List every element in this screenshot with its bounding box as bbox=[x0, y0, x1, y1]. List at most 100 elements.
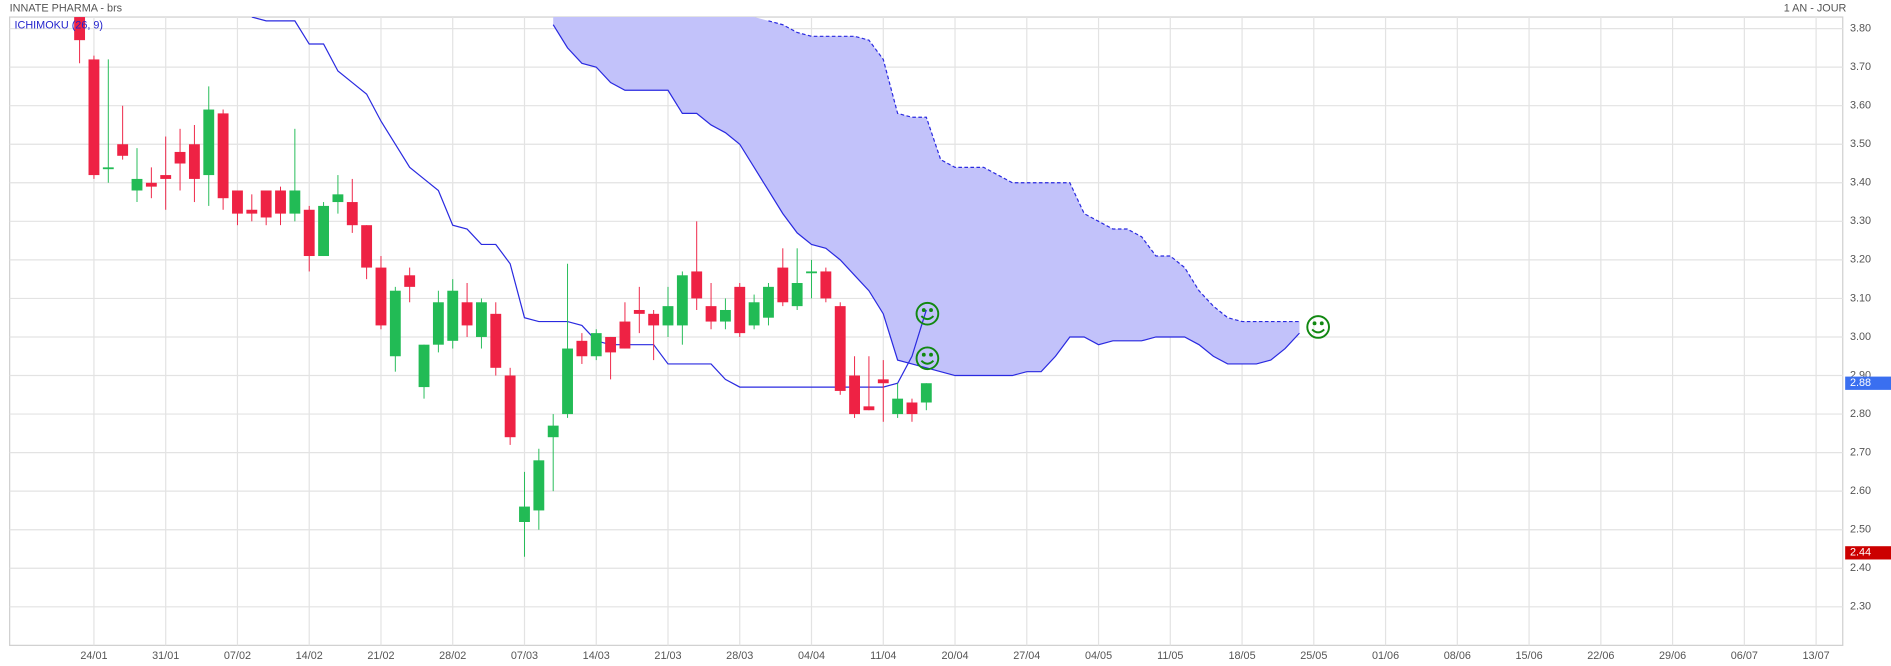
candle-body bbox=[404, 275, 416, 287]
y-tick-label: 3.70 bbox=[1850, 61, 1871, 73]
labels: 2.302.402.502.602.702.802.903.003.103.20… bbox=[80, 22, 1891, 662]
candle-body bbox=[145, 182, 157, 187]
candle-body bbox=[547, 425, 559, 438]
candle-body bbox=[863, 406, 875, 411]
indicator-lines bbox=[251, 17, 1300, 388]
candle-body bbox=[892, 398, 904, 415]
candle-body bbox=[576, 340, 588, 357]
y-tick-label: 2.30 bbox=[1850, 601, 1871, 613]
candle-body bbox=[820, 271, 832, 299]
x-tick-label: 24/01 bbox=[80, 650, 107, 662]
x-tick-label: 04/05 bbox=[1085, 650, 1112, 662]
cloud bbox=[553, 17, 1300, 376]
candle-body bbox=[605, 336, 617, 353]
candle-body bbox=[289, 190, 301, 214]
candle-body bbox=[160, 175, 172, 179]
y-tick-label: 2.40 bbox=[1850, 562, 1871, 574]
y-tick-label: 3.30 bbox=[1850, 215, 1871, 227]
x-tick-label: 07/03 bbox=[511, 650, 538, 662]
candle-body bbox=[791, 283, 803, 307]
x-tick-label: 21/03 bbox=[654, 650, 681, 662]
candle-body bbox=[648, 313, 660, 326]
span-b-line bbox=[768, 20, 1300, 323]
y-tick-label: 2.70 bbox=[1850, 446, 1871, 458]
x-tick-label: 27/04 bbox=[1013, 650, 1040, 662]
candle-body bbox=[74, 17, 86, 41]
candle-body bbox=[217, 113, 229, 199]
smiley-icon bbox=[915, 301, 940, 326]
candle-body bbox=[476, 302, 487, 337]
candle-body bbox=[519, 506, 530, 523]
candle-body bbox=[777, 267, 789, 303]
x-tick-label: 14/03 bbox=[583, 650, 610, 662]
candle-body bbox=[849, 375, 860, 415]
cloud-fill bbox=[553, 17, 1300, 376]
candle-body bbox=[389, 290, 401, 357]
candle-body bbox=[619, 321, 631, 349]
x-tick-label: 08/06 bbox=[1444, 650, 1471, 662]
signal-icons bbox=[915, 301, 1330, 371]
candle-body bbox=[748, 302, 760, 326]
x-tick-label: 15/06 bbox=[1516, 650, 1543, 662]
y-tick-label: 2.80 bbox=[1850, 408, 1871, 420]
x-tick-label: 04/04 bbox=[798, 650, 825, 662]
y-tick-label: 3.50 bbox=[1850, 138, 1871, 150]
x-tick-label: 18/05 bbox=[1228, 650, 1255, 662]
candle-body bbox=[834, 306, 846, 391]
smiley-icon bbox=[915, 346, 940, 371]
x-tick-label: 22/06 bbox=[1587, 650, 1614, 662]
x-tick-label: 14/02 bbox=[296, 650, 323, 662]
candle-body bbox=[361, 225, 373, 268]
x-tick-label: 07/02 bbox=[224, 650, 251, 662]
price-tag bbox=[1845, 376, 1891, 390]
candle-body bbox=[318, 205, 329, 257]
candle-body bbox=[188, 144, 200, 179]
x-tick-label: 21/02 bbox=[367, 650, 394, 662]
y-tick-label: 3.80 bbox=[1850, 22, 1871, 34]
candle-body bbox=[131, 178, 143, 191]
candle-body bbox=[562, 348, 573, 415]
candle-body bbox=[705, 306, 717, 322]
y-tick-label: 3.60 bbox=[1850, 100, 1871, 112]
candle-body bbox=[662, 306, 674, 326]
ichimoku-line bbox=[251, 17, 927, 388]
price-tag-label: 2.88 bbox=[1850, 377, 1871, 389]
price-tag bbox=[1845, 546, 1891, 560]
candle-body bbox=[590, 333, 602, 357]
candle-body bbox=[275, 190, 286, 214]
candle-body bbox=[102, 167, 114, 170]
period-label: 1 AN - JOUR bbox=[1784, 2, 1847, 14]
candle-body bbox=[719, 309, 731, 322]
price-tag-label: 2.44 bbox=[1850, 547, 1871, 559]
y-tick-label: 3.40 bbox=[1850, 177, 1871, 189]
x-tick-label: 25/05 bbox=[1300, 650, 1327, 662]
y-tick-label: 2.50 bbox=[1850, 524, 1871, 536]
x-tick-label: 06/07 bbox=[1731, 650, 1758, 662]
candle-body bbox=[734, 286, 746, 334]
candle-body bbox=[676, 275, 688, 326]
candle-body bbox=[418, 344, 430, 388]
x-tick-label: 11/05 bbox=[1157, 650, 1183, 662]
candle-body bbox=[203, 109, 215, 176]
candle-body bbox=[806, 271, 817, 274]
candle-body bbox=[763, 286, 774, 318]
x-tick-label: 31/01 bbox=[152, 650, 179, 662]
candle-body bbox=[447, 290, 459, 341]
candle-body bbox=[246, 209, 258, 214]
x-tick-label: 11/04 bbox=[870, 650, 896, 662]
candle-body bbox=[533, 460, 545, 511]
span-a-line bbox=[552, 24, 1300, 377]
candle-body bbox=[906, 402, 918, 415]
x-tick-label: 29/06 bbox=[1659, 650, 1686, 662]
chart-title: INNATE PHARMA - brs bbox=[10, 2, 123, 14]
candle-body bbox=[504, 375, 516, 438]
candle-body bbox=[691, 271, 703, 299]
x-tick-label: 20/04 bbox=[941, 650, 968, 662]
candle-body bbox=[88, 59, 100, 176]
candle-body bbox=[332, 194, 344, 203]
candle-body bbox=[633, 309, 645, 314]
y-tick-label: 3.10 bbox=[1850, 292, 1871, 304]
x-tick-label: 01/06 bbox=[1372, 650, 1399, 662]
candle-body bbox=[877, 379, 889, 384]
